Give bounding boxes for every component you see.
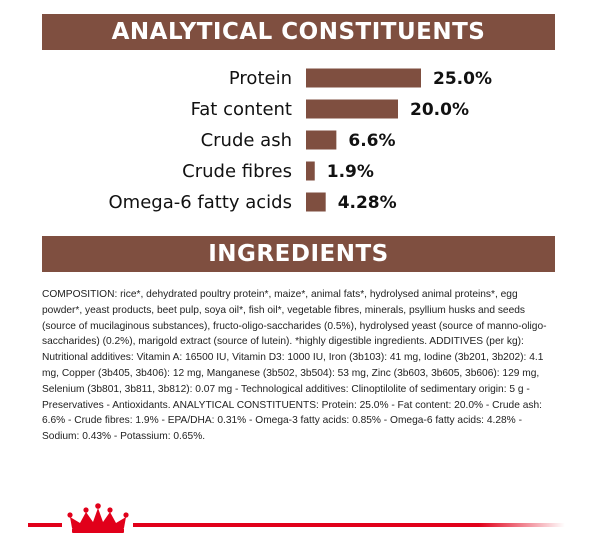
bar-crude-fibres	[306, 161, 315, 181]
footer-stripe-right	[133, 523, 565, 527]
value-label-omega-6-fatty-acids: 4.28%	[338, 193, 397, 213]
footer-brand-strip	[28, 503, 565, 537]
value-label-crude-fibres: 1.9%	[327, 162, 374, 182]
bar-crude-ash	[306, 130, 337, 150]
analytical-constituents-chart: Protein 25.0% Fat content 20.0% Crude ash 6.6…	[109, 68, 492, 213]
category-label-crude-ash: Crude ash	[201, 130, 292, 151]
ingredients-title: INGREDIENTS	[208, 241, 389, 267]
category-label-protein: Protein	[229, 68, 292, 89]
bar-omega-6-fatty-acids	[306, 192, 326, 212]
analytical-constituents-title: ANALYTICAL CONSTITUENTS	[111, 19, 486, 45]
analytical-constituents-banner: ANALYTICAL CONSTITUENTS	[42, 14, 555, 50]
value-label-crude-ash: 6.6%	[348, 131, 395, 151]
value-label-protein: 25.0%	[433, 69, 492, 89]
category-label-crude-fibres: Crude fibres	[182, 161, 292, 182]
footer-stripe-left	[28, 523, 62, 527]
bar-protein	[306, 68, 421, 88]
ingredients-banner: INGREDIENTS	[42, 236, 555, 272]
ingredients-text: COMPOSITION: rice*, dehydrated poultry p…	[42, 289, 547, 443]
royal-crown-logo	[67, 503, 129, 537]
category-label-omega-6-fatty-acids: Omega-6 fatty acids	[109, 192, 293, 213]
value-label-fat-content: 20.0%	[410, 100, 469, 120]
category-label-fat-content: Fat content	[191, 99, 292, 120]
bar-fat-content	[306, 99, 398, 119]
